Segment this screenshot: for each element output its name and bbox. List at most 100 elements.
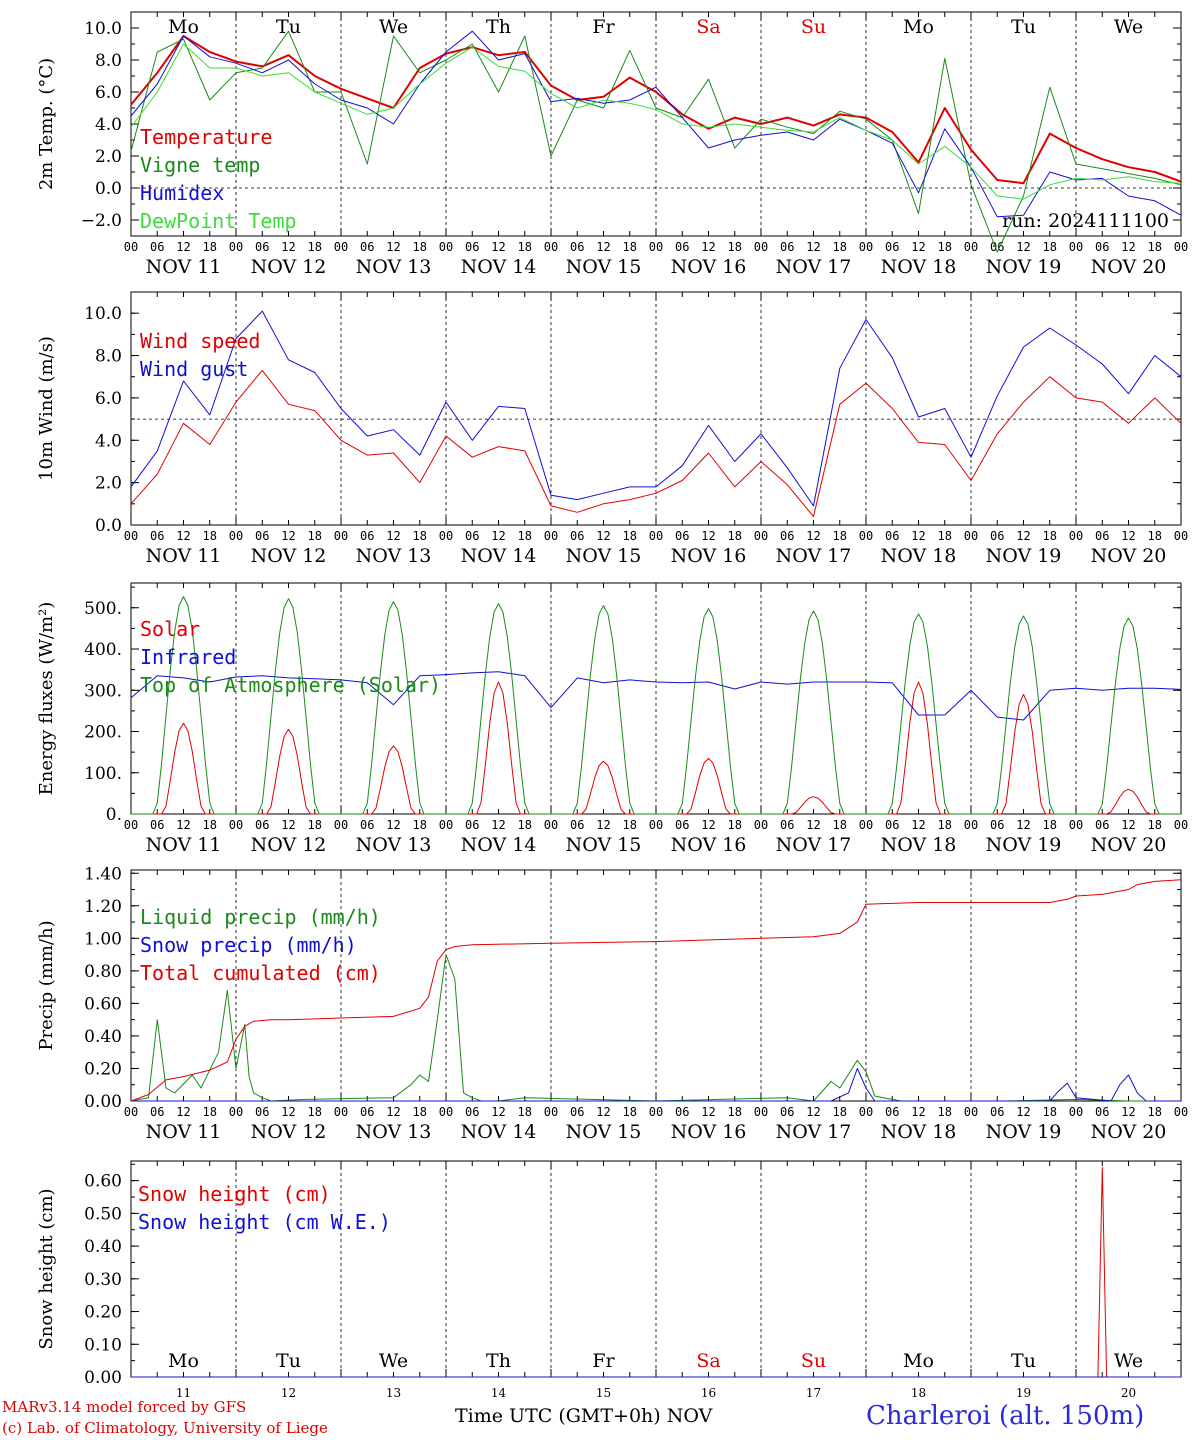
run-label: run: 2024111100 <box>1002 210 1169 232</box>
hour-tick-label: 12 <box>806 529 820 543</box>
hour-tick-label: 18 <box>203 818 217 832</box>
hour-tick-label: 00 <box>649 818 663 832</box>
hour-tick-label: 06 <box>255 818 269 832</box>
date-tick-label: NOV 18 <box>881 545 957 567</box>
hour-tick-label: 00 <box>124 240 138 254</box>
hour-tick-label: 06 <box>885 1105 899 1119</box>
weekday-label: Tu <box>1011 1350 1036 1372</box>
date-tick-label: NOV 11 <box>146 545 222 567</box>
date-tick-label: NOV 14 <box>461 834 537 856</box>
legend-entry: Wind speed <box>140 329 260 353</box>
hour-tick-label: 06 <box>570 240 584 254</box>
y-tick-label: 400. <box>84 640 122 660</box>
hour-tick-label: 12 <box>176 529 190 543</box>
y-tick-label: 0.30 <box>84 1270 122 1290</box>
hour-tick-label: 12 <box>386 240 400 254</box>
hour-tick-label: 06 <box>150 1105 164 1119</box>
hour-tick-label: 18 <box>938 818 952 832</box>
y-tick-label: 0. <box>106 805 122 825</box>
day-number-label: 12 <box>281 1386 296 1398</box>
hour-tick-label: 12 <box>911 1105 925 1119</box>
hour-tick-label: 18 <box>728 529 742 543</box>
hour-tick-label: 00 <box>859 818 873 832</box>
day-number-label: 17 <box>806 1386 821 1398</box>
y-tick-label: 8.0 <box>95 347 122 367</box>
hour-tick-label: 18 <box>833 1105 847 1119</box>
hour-tick-label: 00 <box>439 240 453 254</box>
hour-tick-label: 00 <box>964 1105 978 1119</box>
day-number-label: 14 <box>491 1386 507 1398</box>
hour-tick-label: 18 <box>518 529 532 543</box>
hour-tick-label: 00 <box>544 1105 558 1119</box>
hour-tick-label: 18 <box>728 240 742 254</box>
series-line-wind-speed <box>130 369 1182 517</box>
hour-tick-label: 00 <box>859 240 873 254</box>
hour-tick-label: 00 <box>544 818 558 832</box>
y-tick-label: 0.00 <box>84 1092 122 1112</box>
y-axis-label: Energy fluxes (W/m²) <box>36 602 57 796</box>
weekday-label: We <box>379 16 408 38</box>
hour-tick-label: 12 <box>596 1105 610 1119</box>
y-tick-label: 0.0 <box>95 179 122 199</box>
hour-tick-label: 00 <box>754 1105 768 1119</box>
hour-tick-label: 00 <box>1069 529 1083 543</box>
weekday-label: Tu <box>276 1350 301 1372</box>
weekday-label: Tu <box>1011 16 1036 38</box>
date-tick-label: NOV 13 <box>356 834 432 856</box>
legend-entry: Snow height (cm) <box>138 1182 331 1206</box>
series-line-vigne-temp <box>130 30 1182 253</box>
hour-tick-label: 06 <box>255 240 269 254</box>
date-tick-label: NOV 16 <box>671 834 747 856</box>
weekday-label: Su <box>801 16 826 38</box>
hour-tick-label: 12 <box>701 240 715 254</box>
date-tick-label: NOV 20 <box>1091 834 1167 856</box>
weekday-label: Th <box>486 1350 511 1372</box>
series-line-infrared <box>130 671 1182 721</box>
legend-entry: DewPoint Temp <box>140 209 297 233</box>
hour-tick-label: 18 <box>518 1105 532 1119</box>
date-tick-label: NOV 14 <box>461 256 537 278</box>
hour-tick-label: 00 <box>544 240 558 254</box>
legend-entry: Snow height (cm W.E.) <box>138 1210 391 1234</box>
hour-tick-label: 00 <box>649 240 663 254</box>
hour-tick-label: 12 <box>176 240 190 254</box>
hour-tick-label: 18 <box>1148 529 1162 543</box>
hour-tick-label: 12 <box>1016 818 1030 832</box>
hour-tick-label: 00 <box>229 1105 243 1119</box>
series-line-wind-gust <box>130 310 1182 507</box>
date-tick-label: NOV 11 <box>146 1121 222 1143</box>
weekday-label: Mo <box>903 16 934 38</box>
hour-tick-label: 12 <box>386 1105 400 1119</box>
weekday-label: Th <box>486 16 511 38</box>
hour-tick-label: 12 <box>491 1105 505 1119</box>
day-number-label: 18 <box>911 1386 926 1398</box>
meteogram-charts: 00 06 12 18 00 06 12 18 00 06 12 18 00 06 12 18 00 06 12 18… <box>36 11 1188 1398</box>
hour-tick-label: 06 <box>885 240 899 254</box>
hour-tick-label: 06 <box>885 818 899 832</box>
model-credit: MARv3.14 model forced by GFS <box>2 1398 247 1416</box>
day-number-label: 15 <box>596 1386 611 1398</box>
hour-tick-label: 06 <box>255 1105 269 1119</box>
hour-tick-label: 06 <box>780 1105 794 1119</box>
hour-tick-label: 06 <box>1095 1105 1109 1119</box>
hour-tick-label: 18 <box>308 818 322 832</box>
legend-entry: Humidex <box>140 181 224 205</box>
weekday-label: Sa <box>696 16 720 38</box>
hour-tick-label: 18 <box>1148 818 1162 832</box>
hour-tick-label: 18 <box>203 1105 217 1119</box>
hour-tick-label: 12 <box>596 529 610 543</box>
hour-tick-label: 12 <box>1016 240 1030 254</box>
date-tick-label: NOV 14 <box>461 545 537 567</box>
hour-tick-label: 00 <box>1174 529 1188 543</box>
hour-tick-label: 06 <box>465 1105 479 1119</box>
hour-tick-label: 12 <box>1121 240 1135 254</box>
chart-panel-1: 00 06 12 18 00 06 12 18 00 06 12 18 00 06 12 18 00 06 12 18… <box>36 11 1188 278</box>
hour-tick-label: 00 <box>754 240 768 254</box>
hour-tick-label: 18 <box>938 240 952 254</box>
hour-tick-label: 18 <box>1043 529 1057 543</box>
hour-tick-label: 18 <box>1148 240 1162 254</box>
series-line-snow-precip-mm-h- <box>131 1068 1181 1102</box>
date-tick-label: NOV 13 <box>356 256 432 278</box>
hour-tick-label: 00 <box>1069 1105 1083 1119</box>
hour-tick-label: 12 <box>701 818 715 832</box>
